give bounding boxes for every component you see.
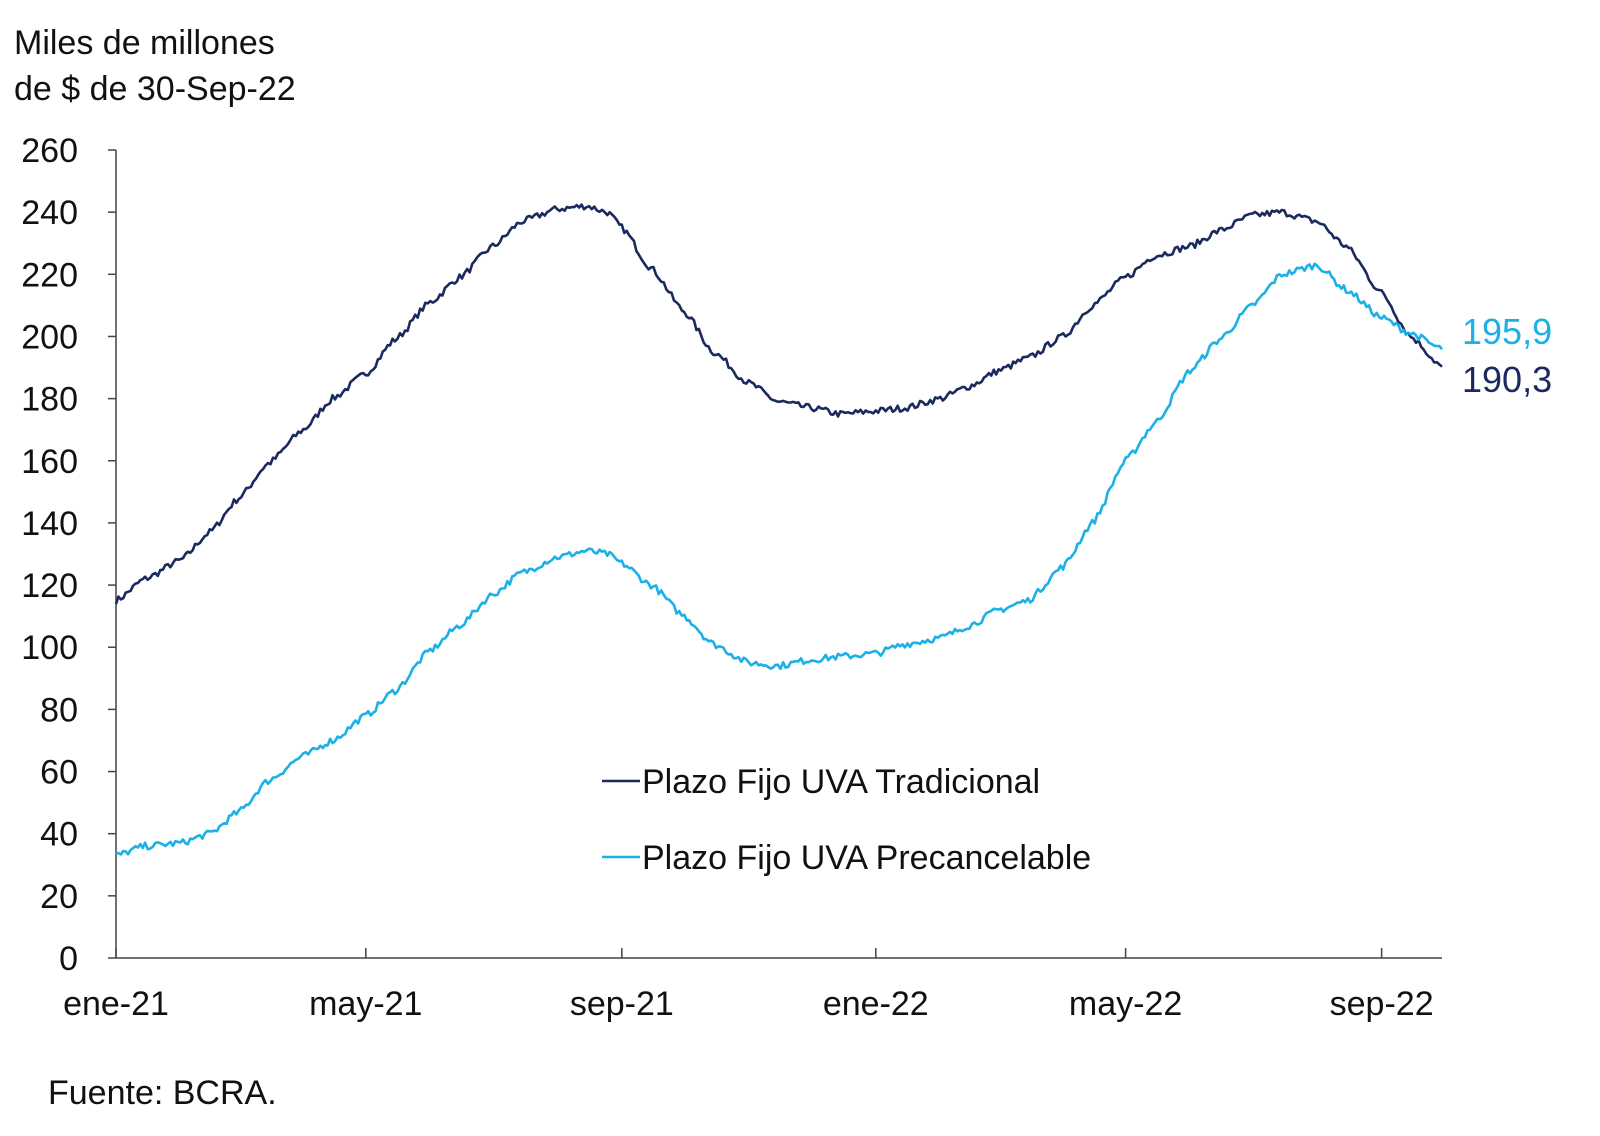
y-tick-label: 200: [21, 318, 78, 356]
legend: Plazo Fijo UVA Tradicional Plazo Fijo UVA…: [602, 763, 1091, 877]
y-tick-label: 220: [21, 256, 78, 294]
y-tick-label: 120: [21, 567, 78, 605]
y-tick-label: 240: [21, 194, 78, 232]
y-axis-title-line2: de $ de 30-Sep-22: [14, 70, 296, 108]
x-tick-label: sep-22: [1330, 985, 1434, 1023]
legend-label: Plazo Fijo UVA Tradicional: [642, 763, 1040, 801]
y-tick-label: 100: [21, 629, 78, 667]
x-tick-label: sep-21: [570, 985, 674, 1023]
y-tick-label: 40: [40, 816, 78, 854]
axes: 0 20 40 60 80 100 120 140 160 180 200 220 240 260 ene-…: [21, 132, 1442, 1023]
end-labels: 190,3 195,9: [1462, 311, 1552, 400]
source-note: Fuente: BCRA.: [48, 1074, 277, 1112]
y-tick-label: 60: [40, 754, 78, 792]
end-value-label: 195,9: [1462, 311, 1552, 352]
series-line: [114, 203, 1443, 605]
y-tick-label: 80: [40, 691, 78, 729]
legend-label: Plazo Fijo UVA Precancelable: [642, 839, 1091, 877]
y-tick-label: 160: [21, 443, 78, 481]
series-group: [114, 203, 1443, 856]
y-axis-title-line1: Miles de millones: [14, 24, 275, 62]
y-tick-label: 140: [21, 505, 78, 543]
series-line: [115, 262, 1443, 856]
y-axis-title: Miles de millones de $ de 30-Sep-22: [14, 20, 296, 112]
x-tick-label: may-21: [309, 985, 422, 1023]
y-tick-label: 180: [21, 381, 78, 419]
x-tick-label: may-22: [1069, 985, 1182, 1023]
y-tick-label: 0: [59, 940, 78, 978]
end-value-label: 190,3: [1462, 359, 1552, 400]
x-tick-label: ene-21: [63, 985, 169, 1023]
y-tick-label: 260: [21, 132, 78, 170]
x-tick-label: ene-22: [823, 985, 929, 1023]
y-tick-label: 20: [40, 878, 78, 916]
